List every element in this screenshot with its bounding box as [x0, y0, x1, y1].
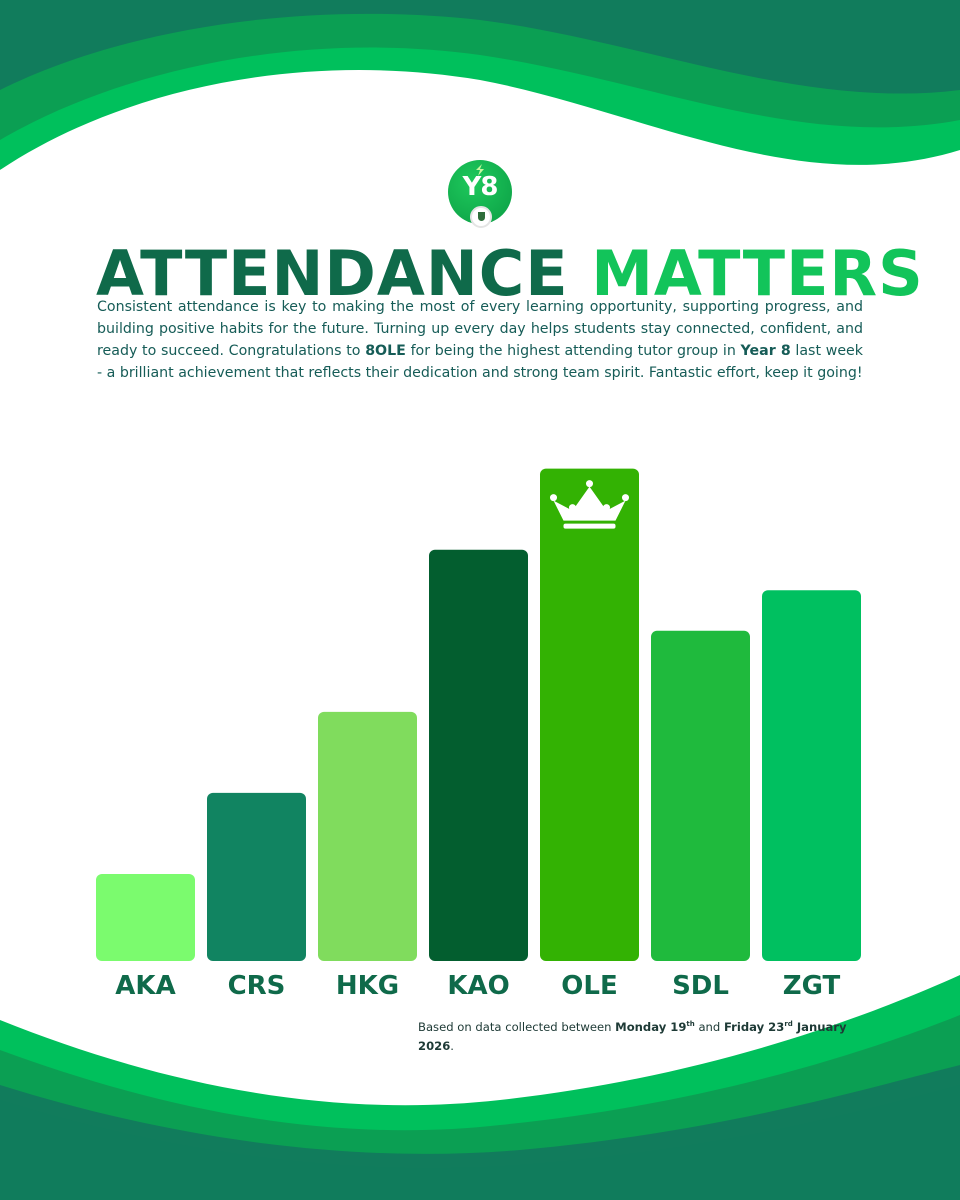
footnote-end-date: Friday 23rd January 2026 — [418, 1020, 847, 1053]
crown-icon — [550, 480, 629, 529]
intro-paragraph: Consistent attendance is key to making t… — [97, 296, 863, 384]
bar-ole — [540, 468, 639, 961]
logo-text: Y8 — [462, 172, 499, 202]
bar-hkg — [318, 711, 417, 961]
footnote-start-suffix: th — [686, 1020, 695, 1029]
top-wave-decoration — [0, 0, 960, 222]
bar-aka — [96, 873, 195, 961]
intro-group: 8OLE — [365, 343, 406, 359]
intro-text-c: last week - a brilliant achievement that… — [97, 343, 863, 381]
footnote-text-a: Based on data collected between — [418, 1020, 616, 1034]
lightning-icon — [476, 164, 484, 176]
school-crest-icon — [470, 206, 492, 228]
intro-year: Year 8 — [740, 343, 791, 359]
footnote-end-rest: January 2026 — [418, 1020, 847, 1053]
page-title: ATTENDANCE MATTERS — [96, 237, 923, 310]
tick-label-hkg: HKG — [336, 971, 399, 1001]
footnote-start-day: Monday 19 — [615, 1020, 687, 1034]
tick-label-aka: AKA — [115, 971, 175, 1001]
bar-crs — [207, 792, 306, 961]
title-part-2: MATTERS — [591, 237, 924, 310]
data-source-note: Based on data collected between Monday 1… — [418, 1018, 863, 1056]
bottom-wave-decoration — [0, 975, 960, 1200]
tick-label-kao: KAO — [447, 971, 509, 1001]
bar-sdl — [651, 630, 750, 961]
bar-zgt — [762, 590, 861, 961]
tick-label-zgt: ZGT — [783, 971, 841, 1001]
title-part-1: ATTENDANCE — [96, 237, 569, 310]
footnote-end-day: Friday 23 — [723, 1020, 785, 1034]
tick-label-ole: OLE — [561, 971, 617, 1001]
tick-label-sdl: SDL — [672, 971, 729, 1001]
bar-kao — [429, 549, 528, 961]
tick-label-crs: CRS — [228, 971, 286, 1001]
year-8-logo: Y8 — [444, 152, 524, 242]
intro-text-a: Consistent attendance is key to making t… — [97, 299, 863, 359]
attendance-bar-chart: AKA CRS HKG KAO OLE SDL ZGT — [96, 468, 861, 1001]
footnote-text-b: and — [694, 1020, 724, 1034]
footnote-text-c: . — [450, 1039, 454, 1053]
footnote-end-suffix: rd — [784, 1020, 793, 1029]
intro-text-b: for being the highest attending tutor gr… — [405, 343, 741, 359]
footnote-start-date: Monday 19th — [615, 1020, 695, 1034]
